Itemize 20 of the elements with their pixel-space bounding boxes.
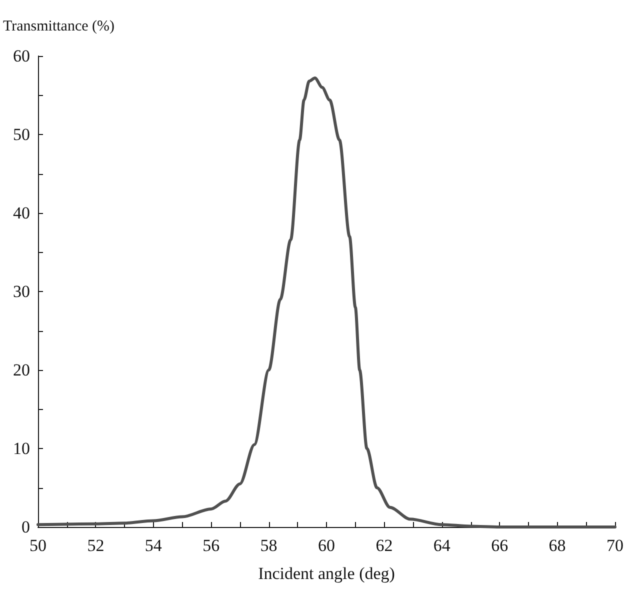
y-tick-label: 10 xyxy=(13,439,30,458)
y-tick-label: 20 xyxy=(13,360,30,380)
x-tick-label: 70 xyxy=(606,536,624,555)
x-tick-label: 64 xyxy=(433,536,451,555)
x-tick-label: 52 xyxy=(87,536,104,555)
y-tick-label: 60 xyxy=(13,46,30,66)
x-tick-label: 62 xyxy=(376,536,393,555)
x-tick-label: 66 xyxy=(491,536,508,555)
y-tick-label: 40 xyxy=(13,204,30,222)
y-tick-label: 50 xyxy=(13,125,30,144)
x-tick-label: 50 xyxy=(30,536,46,555)
y-axis-title: Transmittance (%) xyxy=(3,18,115,34)
x-tick-label: 58 xyxy=(260,536,278,555)
y-tick-label: 0 xyxy=(22,518,30,536)
x-tick-label: 56 xyxy=(202,536,220,555)
x-tick-label: 68 xyxy=(548,536,566,555)
x-tick-label: 60 xyxy=(318,536,335,555)
x-axis-title: Incident angle (deg) xyxy=(258,564,395,583)
x-tick-label: 54 xyxy=(144,536,162,555)
y-tick-label: 30 xyxy=(13,282,30,301)
